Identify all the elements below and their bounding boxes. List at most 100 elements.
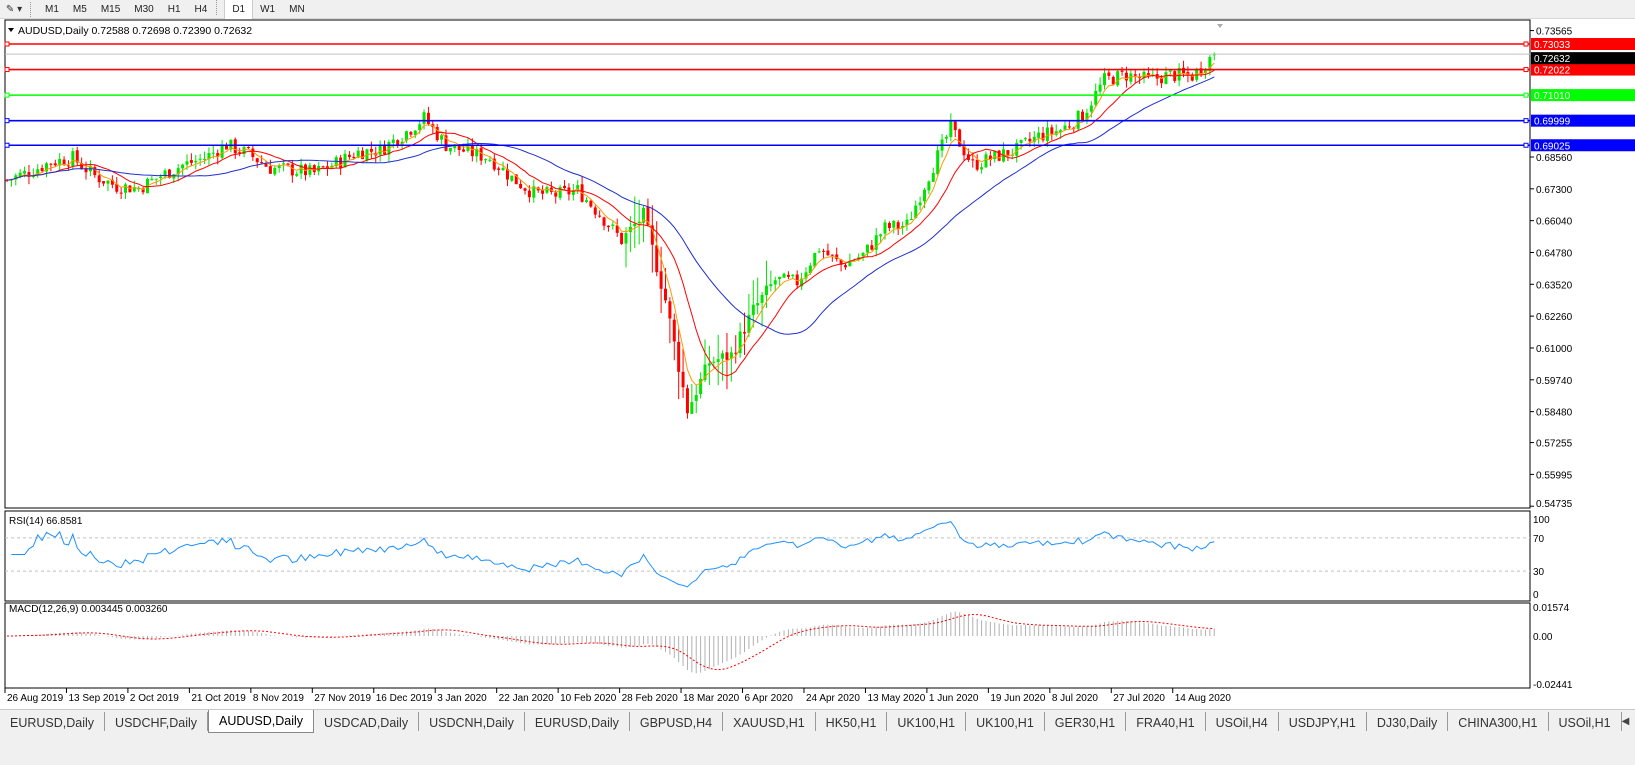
candle-body: [707, 363, 711, 366]
current-price-label: 0.72632: [1534, 54, 1571, 65]
line-handle-left[interactable]: [4, 142, 10, 148]
chart-tab[interactable]: UK100,H1: [966, 712, 1045, 731]
timeframe-m5[interactable]: M5: [72, 3, 87, 15]
chart-window[interactable]: AUDUSD,Daily 0.72588 0.72698 0.72390 0.7…: [0, 19, 1635, 709]
line-handle-left[interactable]: [4, 67, 10, 73]
chart-tab[interactable]: CHINA300,H1: [1448, 712, 1549, 731]
candle-body: [589, 200, 593, 207]
current-price-tag: [1531, 52, 1635, 65]
candle-body: [778, 276, 782, 280]
candle-body: [1041, 132, 1045, 141]
date-axis-label: 14 Aug 2020: [1175, 693, 1232, 704]
date-axis-label: 6 Apr 2020: [745, 693, 794, 704]
timeframe-h1[interactable]: H1: [167, 3, 181, 15]
timeframe-h4[interactable]: H4: [194, 3, 208, 15]
candle-body: [901, 225, 905, 228]
candle-body: [883, 222, 887, 234]
chart-tab[interactable]: USDCNH,Daily: [419, 712, 525, 731]
timeframe-m30[interactable]: M30: [134, 3, 154, 15]
chart-tab[interactable]: USOil,H4: [1206, 712, 1279, 731]
level-price-tag: [1531, 63, 1635, 76]
candle-body: [677, 341, 681, 372]
chart-tab[interactable]: GER30,H1: [1045, 712, 1127, 731]
candle-body: [110, 179, 114, 185]
candle-body: [554, 192, 558, 197]
timeframe-m1[interactable]: M1: [45, 3, 59, 15]
candle-body: [14, 175, 18, 180]
chart-header: AUDUSD,Daily 0.72588 0.72698 0.72390 0.7…: [18, 25, 252, 37]
candle-body: [615, 225, 619, 233]
candle-body: [756, 303, 760, 306]
chart-menu-arrow-icon[interactable]: [8, 28, 14, 32]
line-handle-left[interactable]: [4, 41, 10, 47]
candle-body: [71, 151, 75, 167]
candle-body: [295, 173, 299, 176]
candle-body: [571, 190, 575, 195]
chart-tabs-bar: EURUSD,Daily USDCHF,Daily AUDUSD,Daily USDC…: [0, 709, 1635, 733]
chart-tab[interactable]: USDCAD,Daily: [314, 712, 420, 731]
date-axis-label: 28 Feb 2020: [622, 693, 679, 704]
candle-body: [918, 202, 922, 206]
chart-tab[interactable]: FRA40,H1: [1126, 712, 1206, 731]
candle-body: [944, 136, 948, 139]
candle-body: [260, 162, 264, 164]
candle-body: [953, 121, 957, 131]
candle-body: [124, 184, 128, 193]
candle-body: [879, 234, 883, 237]
candle-body: [246, 146, 250, 148]
line-handle-right[interactable]: [1523, 41, 1529, 47]
level-price-tag: [1531, 89, 1635, 102]
line-tools-icon[interactable]: ✎ ▾: [5, 3, 23, 15]
chart-tab[interactable]: USOil,H1: [1549, 712, 1622, 731]
candle-body: [988, 155, 992, 160]
candle-body: [1129, 73, 1133, 82]
candle-body: [1050, 127, 1054, 134]
candle-body: [286, 163, 290, 165]
chart-tab[interactable]: USDCHF,Daily: [105, 712, 208, 731]
tab-scroll-left-icon[interactable]: ◀: [1621, 716, 1630, 727]
candle-body: [426, 112, 430, 124]
line-handle-right[interactable]: [1523, 67, 1529, 73]
chart-tab[interactable]: EURUSD,Daily: [0, 712, 106, 731]
candle-body: [132, 187, 136, 192]
chart-tab[interactable]: HK50,H1: [816, 712, 888, 731]
line-handle-left[interactable]: [4, 92, 10, 98]
candle-body: [514, 174, 518, 185]
rsi-pane[interactable]: [4, 510, 1531, 602]
candle-body: [484, 159, 488, 161]
chart-tab[interactable]: USDJPY,H1: [1279, 712, 1367, 731]
macd-axis-label: 0.00: [1533, 632, 1553, 643]
candle-body: [1094, 90, 1098, 105]
main-price-pane[interactable]: [4, 19, 1531, 509]
candle-body: [330, 165, 334, 168]
candle-body: [251, 148, 255, 158]
candle-body: [510, 175, 514, 181]
line-handle-left[interactable]: [4, 118, 10, 124]
macd-pane[interactable]: [4, 602, 1531, 689]
candle-body: [800, 278, 804, 287]
candle-body: [453, 144, 457, 149]
candle-body: [189, 160, 193, 163]
candle-body: [40, 167, 44, 171]
timeframe-m15[interactable]: M15: [100, 3, 121, 15]
candle-body: [1133, 74, 1137, 76]
timeframe-d1[interactable]: D1: [224, 0, 254, 19]
chart-tab[interactable]: DJ30,Daily: [1367, 712, 1449, 731]
candle-body: [808, 265, 812, 273]
candle-body: [598, 215, 602, 217]
chart-shift-marker-icon[interactable]: [1217, 24, 1223, 28]
line-handle-right[interactable]: [1523, 92, 1529, 98]
line-handle-right[interactable]: [1523, 142, 1529, 148]
candle-body: [255, 158, 259, 163]
chart-tab[interactable]: XAUUSD,H1: [723, 712, 816, 731]
chart-tab[interactable]: UK100,H1: [887, 712, 967, 731]
line-handle-right[interactable]: [1523, 118, 1529, 124]
candle-body: [1045, 127, 1049, 142]
timeframe-mn[interactable]: MN: [289, 3, 305, 15]
candle-body: [892, 220, 896, 228]
candlestick-series: [5, 52, 1216, 419]
chart-tab[interactable]: EURUSD,Daily: [525, 712, 630, 731]
timeframe-w1[interactable]: W1: [260, 3, 276, 15]
chart-tab[interactable]: AUDUSD,Daily: [208, 710, 315, 733]
chart-tab[interactable]: GBPUSD,H4: [630, 712, 724, 731]
